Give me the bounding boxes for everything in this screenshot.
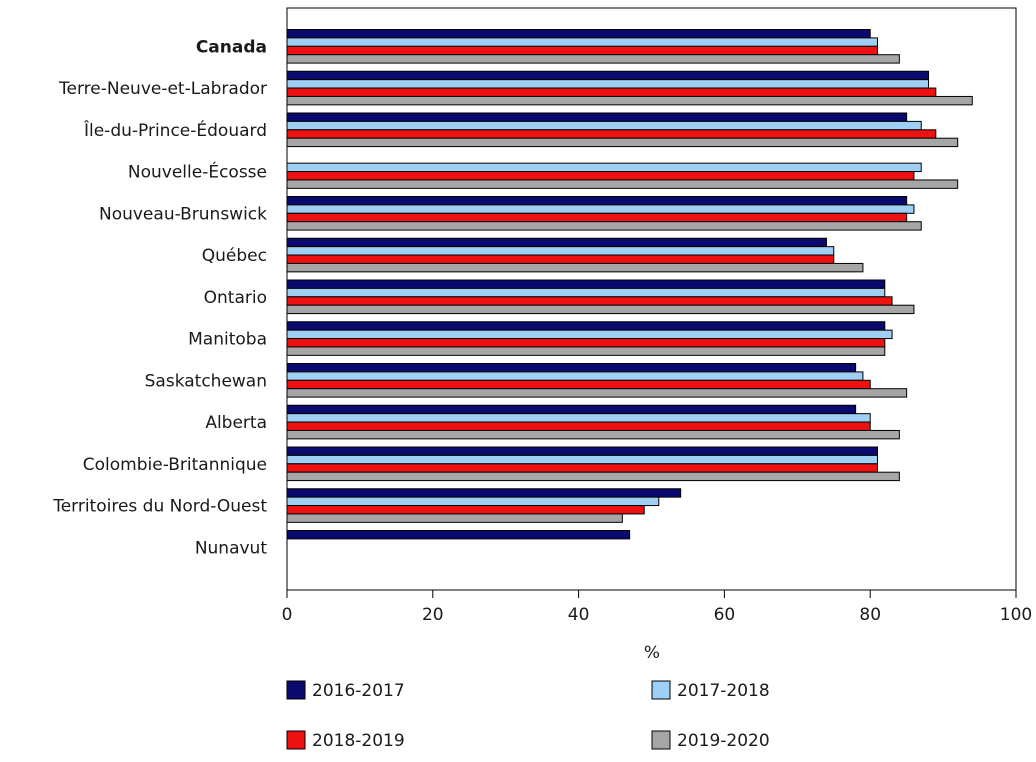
- bar-canada-2018-2019: [286, 45, 878, 56]
- bar-ontario-2017-2018: [286, 287, 886, 298]
- category-label-ile-du-prince-edouard: Île-du-Prince-Édouard: [83, 119, 267, 141]
- bar-nouveau-brunswick-2017-2018: [286, 204, 915, 214]
- category-label-canada: Canada: [196, 37, 267, 57]
- x-axis: 0 20 40 60 80 100: [282, 590, 1032, 625]
- category-labels: Canada Terre-Neuve-et-Labrador Île-du-Prin…: [52, 37, 267, 558]
- bar-nouvelle-ecosse-2019-2020: [286, 179, 959, 189]
- bars-group: [286, 29, 973, 540]
- bar-colombie-britannique-2019-2020: [286, 471, 900, 482]
- legend-swatch-2016-2017: [286, 680, 306, 700]
- legend-swatch-2018-2019: [286, 730, 306, 750]
- bar-ile-du-prince-edouard-2019-2020: [286, 137, 959, 148]
- x-tick-label-100: 100: [1000, 605, 1032, 625]
- legend-label-2016-2017: 2016-2017: [312, 681, 405, 701]
- bar-terre-neuve-et-labrador-2016-2017: [286, 70, 930, 81]
- x-tick-label-60: 60: [714, 605, 736, 625]
- bar-quebec-2018-2019: [286, 254, 835, 264]
- category-label-ontario: Ontario: [204, 288, 267, 308]
- bar-ile-du-prince-edouard-2017-2018: [286, 120, 922, 131]
- x-tick-label-40: 40: [568, 605, 590, 625]
- category-label-nouvelle-ecosse: Nouvelle-Écosse: [128, 161, 267, 183]
- bar-terre-neuve-et-labrador-2019-2020: [286, 95, 973, 106]
- category-label-territoires-du-nord-ouest: Territoires du Nord-Ouest: [52, 497, 267, 517]
- bar-terre-neuve-et-labrador-2018-2019: [286, 87, 937, 97]
- bar-alberta-2016-2017: [286, 404, 857, 415]
- bar-territoires-du-nord-ouest-2019-2020: [286, 513, 623, 523]
- bar-saskatchewan-2017-2018: [286, 371, 864, 381]
- category-label-alberta: Alberta: [205, 413, 267, 433]
- bar-manitoba-2019-2020: [286, 346, 886, 356]
- bar-alberta-2018-2019: [286, 421, 871, 431]
- bar-nouvelle-ecosse-2018-2019: [286, 171, 915, 181]
- x-tick-label-20: 20: [422, 605, 444, 625]
- legend-label-2017-2018: 2017-2018: [677, 681, 770, 701]
- bar-saskatchewan-2019-2020: [286, 388, 908, 398]
- bar-saskatchewan-2016-2017: [286, 363, 857, 373]
- bar-nouveau-brunswick-2018-2019: [286, 212, 908, 223]
- category-label-terre-neuve-et-labrador: Terre-Neuve-et-Labrador: [58, 79, 267, 99]
- bar-canada-2017-2018: [286, 37, 878, 47]
- bar-quebec-2016-2017: [286, 237, 827, 248]
- bar-quebec-2019-2020: [286, 262, 864, 273]
- bar-territoires-du-nord-ouest-2017-2018: [286, 496, 660, 507]
- bar-ontario-2016-2017: [286, 279, 886, 289]
- bar-canada-2019-2020: [286, 54, 900, 64]
- category-label-nunavut: Nunavut: [195, 538, 268, 558]
- bar-alberta-2017-2018: [286, 413, 871, 423]
- x-tick-label-80: 80: [859, 605, 881, 625]
- bar-nouveau-brunswick-2019-2020: [286, 221, 922, 231]
- x-tick-label-0: 0: [282, 605, 293, 625]
- bar-manitoba-2017-2018: [286, 329, 893, 340]
- bar-saskatchewan-2018-2019: [286, 379, 871, 390]
- category-label-colombie-britannique: Colombie-Britannique: [83, 455, 267, 475]
- x-axis-title: %: [644, 643, 660, 663]
- bar-nunavut-2016-2017: [286, 530, 631, 540]
- bar-territoires-du-nord-ouest-2018-2019: [286, 505, 645, 515]
- bar-manitoba-2016-2017: [286, 321, 886, 331]
- legend-swatch-2019-2020: [651, 730, 671, 750]
- bar-colombie-britannique-2016-2017: [286, 446, 878, 456]
- bar-colombie-britannique-2018-2019: [286, 463, 878, 473]
- category-label-saskatchewan: Saskatchewan: [145, 371, 267, 391]
- bar-ile-du-prince-edouard-2016-2017: [286, 112, 908, 122]
- legend-swatch-2017-2018: [651, 680, 671, 700]
- legend: 2016-2017 2017-2018 2018-2019 2019-2020: [286, 680, 770, 751]
- legend-label-2019-2020: 2019-2020: [677, 731, 770, 751]
- bar-manitoba-2018-2019: [286, 338, 886, 348]
- bar-colombie-britannique-2017-2018: [286, 454, 878, 465]
- bar-canada-2016-2017: [286, 29, 871, 39]
- bar-nouvelle-ecosse-2017-2018: [286, 162, 922, 173]
- category-label-manitoba: Manitoba: [188, 330, 267, 350]
- bar-alberta-2019-2020: [286, 429, 900, 440]
- bar-quebec-2017-2018: [286, 246, 835, 256]
- bar-ontario-2019-2020: [286, 304, 915, 315]
- bar-nouveau-brunswick-2016-2017: [286, 196, 908, 206]
- category-label-quebec: Québec: [202, 246, 267, 266]
- bar-ile-du-prince-edouard-2018-2019: [286, 129, 937, 139]
- bar-terre-neuve-et-labrador-2017-2018: [286, 79, 930, 89]
- legend-label-2018-2019: 2018-2019: [312, 731, 405, 751]
- category-label-nouveau-brunswick: Nouveau-Brunswick: [99, 204, 267, 224]
- bar-territoires-du-nord-ouest-2016-2017: [286, 488, 682, 498]
- bar-ontario-2018-2019: [286, 296, 893, 306]
